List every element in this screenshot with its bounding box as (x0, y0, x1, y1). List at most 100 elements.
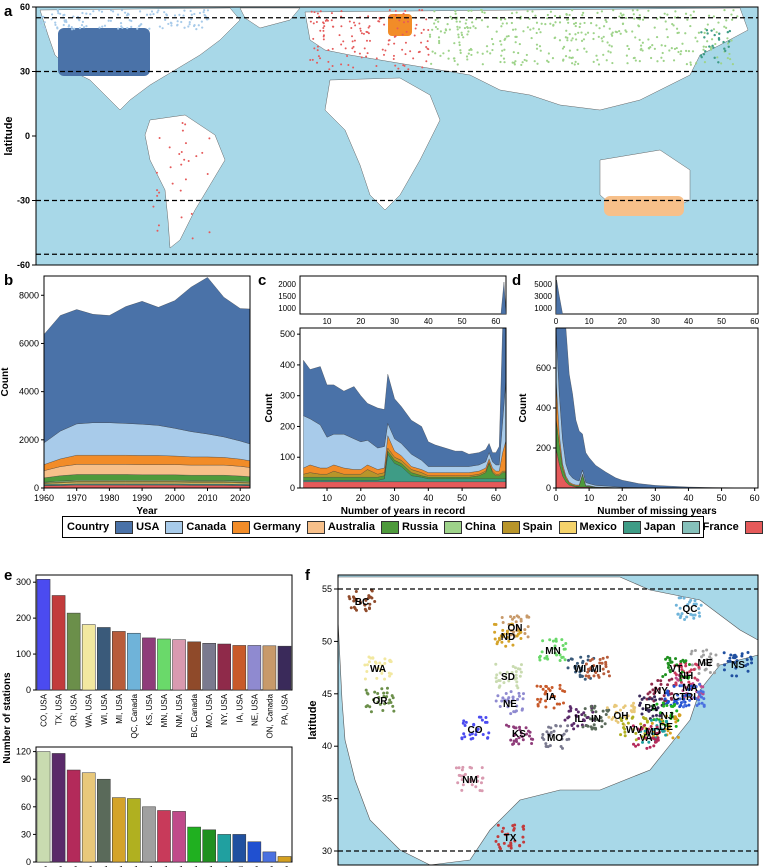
a-station-dot (705, 29, 709, 32)
f-station-dot (382, 691, 386, 695)
a-station-dot (330, 19, 333, 22)
a-station-dot (501, 22, 504, 25)
f-region-label-ri: RI (686, 692, 696, 703)
a-station-dot (717, 21, 720, 24)
f-station-dot (659, 727, 663, 731)
a-station-dot (444, 28, 447, 31)
f-station-dot (693, 599, 697, 603)
a-station-dot (40, 22, 43, 25)
a-station-dot (158, 136, 161, 139)
f-station-dot (600, 725, 604, 729)
a-station-dot (54, 23, 57, 26)
a-station-dot (510, 12, 514, 15)
a-station-dot (107, 19, 110, 22)
a-station-dot (165, 13, 168, 16)
a-station-dot (359, 29, 362, 32)
f-station-dot (480, 718, 484, 722)
bar-category-label: NJ, USA (190, 865, 199, 867)
a-station-dot (394, 64, 397, 67)
a-station-dot (434, 25, 438, 29)
a-station-dot (611, 61, 614, 65)
a-station-dot (700, 31, 703, 34)
f-station-dot (584, 674, 588, 678)
f-tick-label: 55 (322, 584, 332, 594)
a-station-dot (687, 49, 691, 53)
f-station-dot (643, 723, 647, 727)
f-station-dot (545, 654, 549, 658)
f-station-dot (740, 654, 744, 658)
f-station-dot (470, 732, 474, 736)
legend-label: Canada (186, 521, 227, 533)
a-station-dot (727, 40, 731, 43)
bar-in-usa (96, 778, 111, 863)
f-station-dot (640, 697, 644, 701)
f-station-dot (507, 679, 511, 683)
legend-items: USA Canada Germany Australia Russia China Spai… (115, 520, 764, 534)
bar-ne-usa (247, 645, 262, 691)
a-station-dot (184, 142, 187, 145)
a-station-dot (456, 63, 459, 66)
f-station-dot (525, 732, 529, 736)
f-station-dot (460, 778, 464, 782)
a-station-dot (500, 54, 503, 57)
f-station-dot (681, 700, 685, 704)
f-station-dot (585, 724, 589, 728)
f-station-dot (679, 660, 683, 664)
f-station-dot (515, 684, 519, 688)
a-station-dot (627, 47, 631, 51)
f-station-dot (536, 697, 540, 701)
f-station-dot (702, 653, 706, 657)
a-station-dot (715, 31, 718, 34)
f-station-dot (681, 689, 685, 693)
legend-item-france: France (681, 520, 739, 534)
f-station-dot (692, 667, 696, 671)
f-station-dot (650, 736, 654, 740)
f-tick-label: 45 (322, 689, 332, 699)
f-station-dot (692, 616, 696, 620)
a-station-dot (706, 32, 709, 35)
y-tick-label: 30 (21, 829, 31, 839)
f-station-dot (494, 680, 498, 684)
a-station-dot (169, 166, 172, 169)
a-station-dot (671, 22, 674, 26)
f-station-dot (684, 686, 688, 690)
bar-category-label: OR, USA (70, 693, 79, 727)
f-station-dot (690, 697, 694, 701)
a-station-dot (201, 26, 204, 29)
a-station-dot (156, 194, 159, 197)
y-tick-label: 300 (280, 391, 295, 401)
f-station-dot (588, 717, 592, 721)
f-station-dot (582, 719, 586, 723)
f-station-dot (515, 704, 519, 708)
a-station-dot (327, 49, 330, 52)
a-station-dot (446, 23, 449, 26)
a-station-dot (503, 48, 506, 51)
a-station-dot (78, 27, 82, 30)
bar-de-usa (277, 856, 292, 863)
a-station-dot (670, 47, 673, 50)
f-station-dot (687, 663, 691, 667)
bar-category-label: MN, USA (160, 693, 169, 727)
a-station-dot (470, 9, 473, 12)
bar-me-usa (142, 806, 156, 863)
f-station-dot (687, 688, 691, 692)
f-station-dot (392, 709, 396, 713)
f-station-dot (650, 682, 654, 686)
f-station-dot (637, 737, 641, 741)
f-station-dot (519, 630, 523, 634)
legend-item-japan: Japan (622, 520, 676, 534)
a-station-dot (57, 12, 60, 15)
a-station-dot (536, 62, 539, 65)
f-station-dot (645, 720, 649, 724)
f-station-dot (509, 841, 513, 845)
bar-vt-usa (202, 829, 216, 863)
a-station-dot (706, 23, 709, 26)
d-top-tick: 3000 (534, 292, 552, 301)
f-station-dot (712, 671, 716, 675)
f-station-dot (702, 697, 706, 701)
f-region-label-ma: MA (682, 683, 698, 694)
f-region-label-nj: NJ (661, 711, 674, 722)
a-station-dot (638, 60, 641, 63)
f-station-dot (660, 718, 664, 722)
f-station-dot (544, 699, 548, 703)
